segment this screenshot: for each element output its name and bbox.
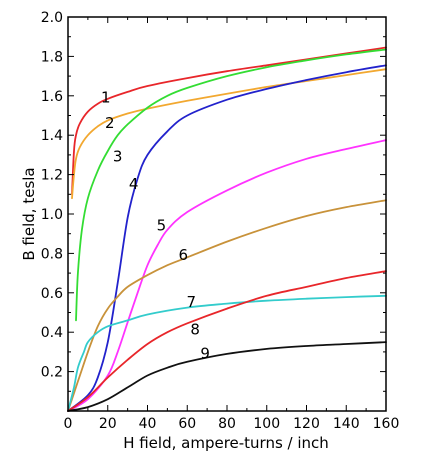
curve-3	[75, 48, 387, 322]
y-tick-label: 0.8	[41, 246, 63, 262]
curve-1	[71, 46, 387, 196]
y-axis-label: B field, tesla	[20, 167, 38, 260]
curve-label-8: 8	[190, 321, 200, 339]
curve-7	[67, 294, 387, 412]
x-tick-label: 40	[139, 416, 157, 432]
axes-layer: 0 20 40 60 80 100 120 140 160 0.2 0.4 0.6 0.8 1.0 1.2 1…	[41, 10, 400, 432]
y-tick-label: 1.0	[41, 207, 63, 223]
curve-4	[67, 64, 387, 412]
x-tick-label: 140	[333, 416, 360, 432]
x-axis-label: H field, ampere-turns / inch	[123, 434, 329, 452]
x-tick-label: 0	[64, 416, 73, 432]
y-tick-label: 0.6	[41, 286, 63, 302]
x-tick-label: 20	[99, 416, 117, 432]
curve-label-2: 2	[105, 114, 115, 132]
curve-label-1: 1	[101, 88, 111, 106]
curve-label-6: 6	[179, 246, 189, 264]
x-tick-label: 160	[373, 416, 400, 432]
y-tick-label: 1.2	[41, 168, 63, 184]
y-tick-label: 1.4	[41, 128, 63, 144]
curve-9	[67, 341, 387, 412]
x-tick-label: 60	[178, 416, 196, 432]
curve-5	[67, 139, 387, 412]
x-tick-label: 100	[253, 416, 280, 432]
curve-label-5: 5	[157, 216, 167, 234]
curves-layer	[67, 46, 387, 412]
curve-label-3: 3	[113, 147, 123, 165]
y-tick-label: 1.6	[41, 89, 63, 105]
curve-label-9: 9	[200, 344, 210, 362]
curve-8	[67, 270, 387, 412]
y-tick-label: 2.0	[41, 10, 63, 26]
y-tick-label: 0.2	[41, 365, 63, 381]
y-tick-label: 0.4	[41, 325, 63, 341]
curve-label-7: 7	[186, 293, 196, 311]
x-tick-label: 80	[218, 416, 236, 432]
curve-label-4: 4	[129, 175, 139, 193]
x-tick-label: 120	[293, 416, 320, 432]
y-tick-label: 1.8	[41, 49, 63, 65]
curve-6	[67, 199, 387, 412]
